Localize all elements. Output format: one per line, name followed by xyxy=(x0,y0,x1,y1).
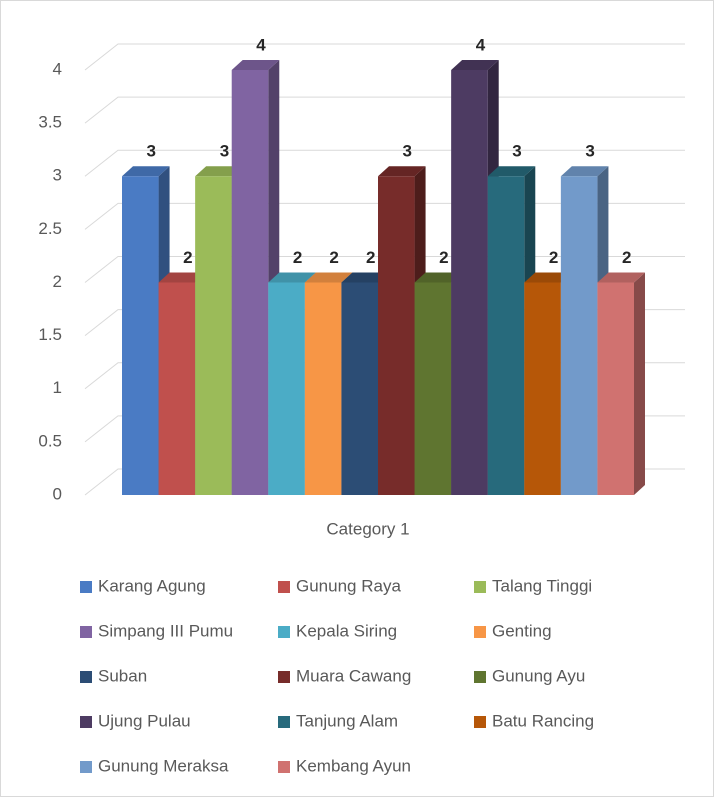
bar xyxy=(487,176,525,495)
bar-top xyxy=(560,166,609,177)
data-label: 3 xyxy=(512,142,521,161)
bar xyxy=(195,176,232,495)
bar xyxy=(378,176,415,495)
bar xyxy=(414,282,452,495)
bar xyxy=(304,282,342,495)
bar-top xyxy=(268,272,316,283)
legend-label: Muara Cawang xyxy=(296,666,411,685)
bar xyxy=(268,282,305,495)
legend-label: Suban xyxy=(98,666,147,685)
data-label: 4 xyxy=(476,35,486,54)
legend-label: Ujung Pulau xyxy=(98,711,191,730)
bar xyxy=(597,282,634,495)
legend-label: Karang Agung xyxy=(98,576,206,595)
bar-top xyxy=(158,272,207,283)
legend-label: Tanjung Alam xyxy=(296,711,398,730)
legend-label: Kepala Siring xyxy=(296,621,397,640)
bar xyxy=(158,282,196,495)
bar xyxy=(560,176,598,495)
legend-swatch xyxy=(80,581,92,593)
legend-label: Batu Rancing xyxy=(492,711,594,730)
legend-swatch xyxy=(278,761,290,773)
legend-swatch xyxy=(80,671,92,683)
y-tick-label: 1.5 xyxy=(38,325,62,344)
legend-label: Gunung Raya xyxy=(296,576,401,595)
legend-label: Gunung Ayu xyxy=(492,666,585,685)
data-label: 2 xyxy=(293,248,302,267)
bar xyxy=(231,70,269,495)
legend-swatch xyxy=(474,581,486,593)
legend-label: Gunung Meraksa xyxy=(98,756,229,775)
data-label: 2 xyxy=(549,248,558,267)
y-tick-label: 3.5 xyxy=(38,113,62,132)
bar-side xyxy=(634,272,645,495)
bar-top xyxy=(304,272,353,283)
bar-top xyxy=(524,272,572,283)
legend-swatch xyxy=(474,671,486,683)
legend-label: Genting xyxy=(492,621,552,640)
legend-label: Simpang III Pumu xyxy=(98,621,233,640)
legend-swatch xyxy=(80,761,92,773)
data-label: 2 xyxy=(183,248,192,267)
data-label: 2 xyxy=(329,248,338,267)
data-label: 3 xyxy=(147,142,156,161)
bar-top xyxy=(195,166,243,177)
legend-swatch xyxy=(278,716,290,728)
data-label: 2 xyxy=(439,248,448,267)
legend-swatch xyxy=(278,581,290,593)
bar xyxy=(524,282,561,495)
bar xyxy=(122,176,159,495)
legend-label: Kembang Ayun xyxy=(296,756,411,775)
legend-swatch xyxy=(278,671,290,683)
y-tick-label: 2.5 xyxy=(38,219,62,238)
data-label: 3 xyxy=(220,142,229,161)
bar xyxy=(341,282,378,495)
data-label: 3 xyxy=(403,142,412,161)
legend-swatch xyxy=(80,716,92,728)
bar-top xyxy=(378,166,426,177)
legend-swatch xyxy=(474,626,486,638)
data-label: 2 xyxy=(622,248,631,267)
y-tick-label: 2 xyxy=(53,272,62,291)
bar-top xyxy=(231,60,280,70)
y-tick-label: 0 xyxy=(53,484,62,503)
y-tick-label: 3 xyxy=(53,166,62,185)
bar xyxy=(451,70,488,495)
bar-top xyxy=(341,272,389,283)
legend-label: Talang Tinggi xyxy=(492,576,592,595)
legend-swatch xyxy=(278,626,290,638)
y-tick-label: 0.5 xyxy=(38,431,62,450)
data-label: 3 xyxy=(585,142,594,161)
bar-top xyxy=(414,272,463,283)
data-label: 2 xyxy=(366,248,375,267)
data-label: 4 xyxy=(256,35,266,54)
x-tick-label: Category 1 xyxy=(326,519,409,538)
y-tick-label: 1 xyxy=(53,378,62,397)
legend-swatch xyxy=(80,626,92,638)
legend-swatch xyxy=(474,716,486,728)
bar-top xyxy=(487,166,536,177)
y-tick-label: 4 xyxy=(53,59,62,78)
bar-top xyxy=(451,60,499,70)
bar-top xyxy=(122,166,170,177)
grid-line xyxy=(84,43,685,71)
bar-top xyxy=(597,272,645,283)
